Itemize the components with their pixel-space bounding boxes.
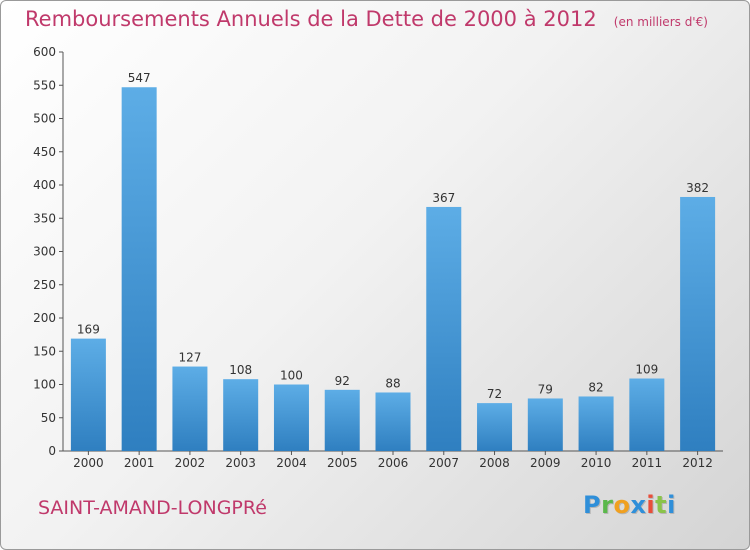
y-tick-label: 100 — [33, 378, 56, 392]
brand-letter: x — [630, 491, 647, 519]
x-tick-label: 2011 — [632, 456, 663, 470]
bar-value-label: 547 — [128, 71, 151, 85]
bar — [324, 389, 360, 451]
y-tick-label: 550 — [33, 78, 56, 92]
y-tick-label: 450 — [33, 145, 56, 159]
y-tick-label: 250 — [33, 278, 56, 292]
brand-letter: i — [667, 491, 676, 519]
bar — [527, 398, 563, 451]
x-tick-label: 2004 — [276, 456, 307, 470]
brand-letter: i — [646, 491, 656, 519]
bar-value-label: 79 — [538, 382, 553, 396]
bar — [680, 196, 716, 451]
y-tick-label: 150 — [33, 344, 56, 358]
bar — [273, 384, 309, 451]
y-tick-label: 300 — [33, 245, 56, 259]
y-tick-label: 600 — [33, 45, 56, 59]
bar — [578, 396, 614, 451]
bar-value-label: 100 — [280, 369, 303, 383]
brand-letter: r — [601, 491, 614, 519]
bar-value-label: 109 — [635, 363, 658, 377]
bar-value-label: 92 — [335, 374, 350, 388]
x-tick-label: 2012 — [682, 456, 713, 470]
bar-value-label: 169 — [77, 323, 100, 337]
commune-name: SAINT-AMAND-LONGPRé — [38, 497, 267, 519]
brand-letter: t — [655, 491, 668, 519]
brand-letter: o — [613, 491, 631, 519]
bar-value-label: 108 — [229, 363, 252, 377]
brand-letter: P — [583, 491, 602, 519]
chart-subtitle: (en milliers d'€) — [613, 15, 708, 29]
x-tick-label: 2010 — [581, 456, 612, 470]
bar — [121, 87, 157, 452]
x-tick-label: 2005 — [327, 456, 358, 470]
y-tick-label: 400 — [33, 178, 56, 192]
brand-logo: Proxiti — [583, 491, 676, 519]
y-tick-label: 50 — [41, 411, 56, 425]
x-tick-label: 2000 — [73, 456, 104, 470]
bar — [477, 403, 513, 451]
bar — [629, 378, 665, 451]
chart-title: Remboursements Annuels de la Dette de 20… — [25, 7, 597, 31]
bar-value-label: 72 — [487, 387, 502, 401]
x-tick-label: 2003 — [225, 456, 256, 470]
bar-value-label: 82 — [588, 380, 603, 394]
x-tick-label: 2009 — [530, 456, 561, 470]
bar — [70, 338, 106, 451]
x-tick-label: 2007 — [428, 456, 459, 470]
bar — [223, 379, 259, 451]
y-tick-label: 200 — [33, 311, 56, 325]
bar — [375, 392, 411, 451]
bar — [426, 206, 462, 451]
bar-value-label: 382 — [686, 181, 709, 195]
x-tick-label: 2001 — [124, 456, 155, 470]
y-tick-label: 0 — [48, 444, 56, 458]
bar-value-label: 127 — [178, 351, 201, 365]
bar-value-label: 367 — [432, 191, 455, 205]
y-tick-label: 500 — [33, 112, 56, 126]
x-tick-label: 2006 — [378, 456, 409, 470]
bar-value-label: 88 — [385, 376, 400, 390]
bar — [172, 366, 208, 451]
x-tick-label: 2002 — [175, 456, 206, 470]
chart-axes: 0 50 100 150 200 250 300 350 400 450 500 550 600 2000… — [33, 45, 723, 470]
chart-title-row: Remboursements Annuels de la Dette de 20… — [25, 7, 708, 31]
y-tick-label: 350 — [33, 211, 56, 225]
chart-bars: 169 547 127 108 100 92 88 367 72 79 82 109 382 — [70, 71, 716, 452]
x-tick-label: 2008 — [479, 456, 510, 470]
